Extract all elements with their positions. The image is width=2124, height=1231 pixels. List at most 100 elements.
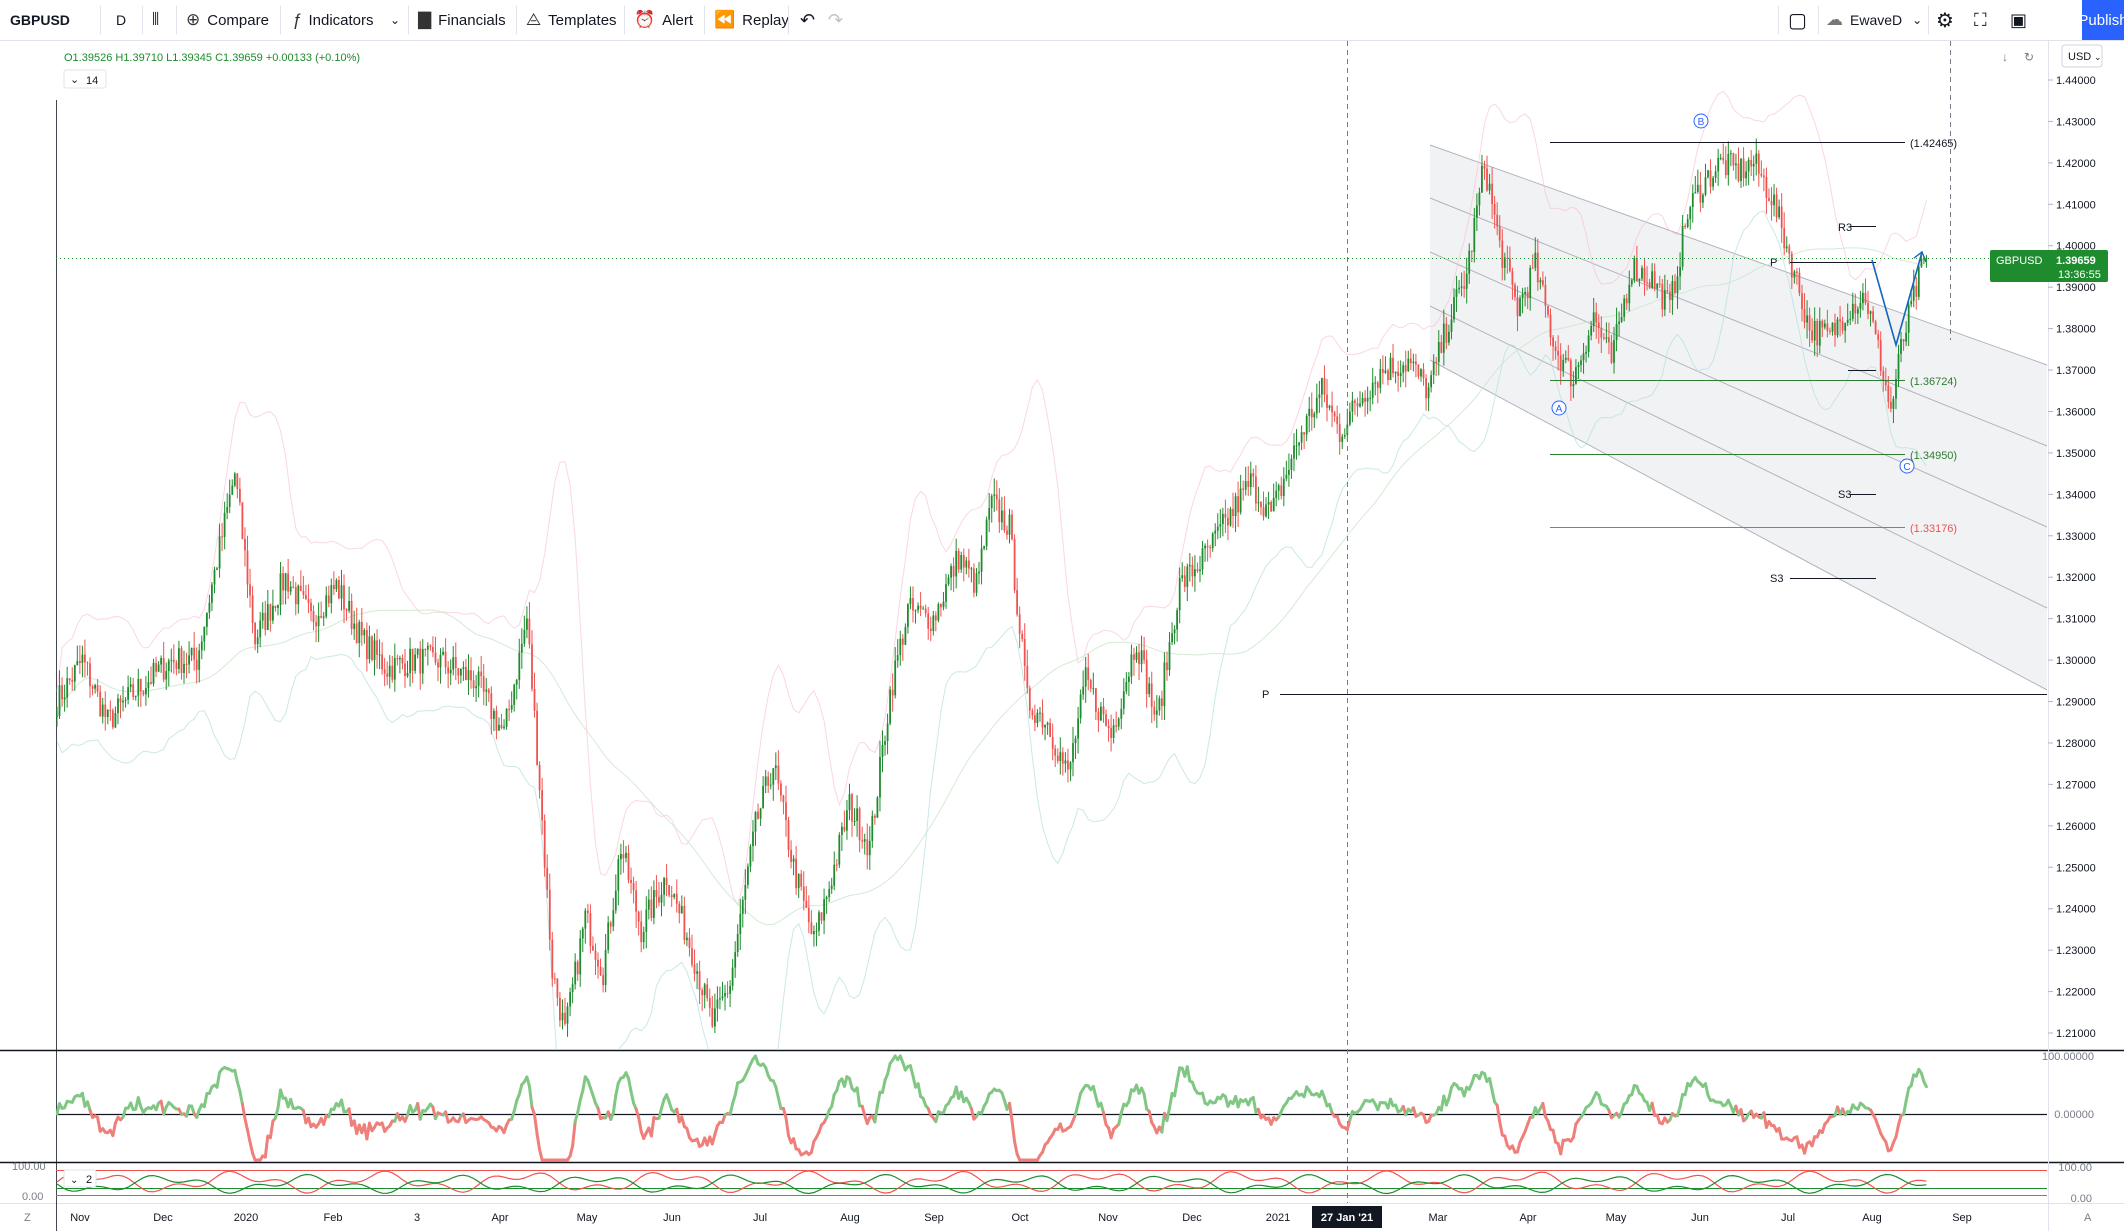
candle-body [1333,412,1336,417]
financials-button[interactable]: ▇ Financials [418,0,506,40]
regression-channel[interactable] [1430,145,2047,690]
candle-body [1897,353,1900,379]
indicators-dropdown[interactable]: ⌄ [390,0,400,40]
candle-body [1341,436,1344,442]
interval-button[interactable]: D [116,0,126,40]
osc2-series-a[interactable] [56,1170,1927,1194]
snapshot-button[interactable]: ▣ [2010,0,2027,40]
candle-body [1018,614,1021,634]
osc1-segment [1185,1065,1192,1083]
symbol-search-button[interactable]: GBPUSD [10,0,70,40]
time-tick-label: May [577,1212,598,1224]
projection-path[interactable] [1871,251,1923,348]
candle-body [376,640,378,655]
osc1-segment [710,1132,717,1146]
fib-levels[interactable]: (1.42465) (1.36724) (1.34950) (1.33176) [1550,138,1957,535]
osc2-series-b[interactable] [56,1173,1927,1195]
osc1-segment [1810,1135,1817,1148]
candle-body [373,640,376,660]
wave-a-marker[interactable] [1551,400,1567,416]
reset-scale-icon[interactable]: ↻ [2024,50,2034,64]
candle-body [119,698,122,703]
bar-chart-icon: ▇ [418,10,432,29]
candle-body [650,899,653,918]
candle-body [1785,246,1788,249]
candle-body [1404,365,1407,372]
time-axis[interactable]: Nov Dec 2020 Feb 3 Apr May Jun Jul Aug Sep Oct Nov De… [70,1212,1972,1224]
indicators-button[interactable]: ƒ Indicators [292,0,374,40]
pivot-levels[interactable]: P R3 P S3 S3 [1262,222,2047,701]
candle-body [574,961,577,985]
templates-button[interactable]: ⨺ Templates [526,0,617,40]
compare-button[interactable]: ⊕ Compare [186,0,269,40]
alert-button[interactable]: ⏰ Alert [634,0,693,40]
candle-body [1663,290,1666,310]
candle-body [980,548,983,572]
candle-body [68,678,71,680]
candle-body [526,618,528,630]
candle-body [1343,435,1346,437]
layout-name-button[interactable]: ☁ EwaveD ⌄ [1826,0,1922,40]
chart-canvas[interactable]: (1.42465) (1.36724) (1.34950) (1.33176) … [0,41,2124,1231]
candle-body [813,931,815,935]
candle-body [1460,286,1463,288]
osc1-colored-series[interactable] [56,1054,1928,1162]
wave-c-marker[interactable] [1899,458,1915,474]
candle-body [411,648,414,671]
candle-body [752,831,754,847]
candle-body [1516,297,1519,317]
candle-body [1841,321,1844,331]
settings-button[interactable]: ⚙ [1936,0,1954,40]
indicator-legend-toggle[interactable] [63,69,107,89]
scroll-down-icon[interactable]: ↓ [2002,50,2008,64]
osc1-segment [1683,1081,1690,1097]
candle-body [218,536,221,569]
osc1-segment [1902,1099,1908,1116]
time-tick-label: Dec [1182,1212,1202,1224]
osc1-segment [784,1116,790,1138]
candle-body [216,568,218,570]
candle-body [1735,163,1737,166]
osc2-pane[interactable] [56,1170,2047,1196]
price-scale[interactable]: 1.44000 1.43000 1.42000 1.41000 1.40000 1.390… [2048,75,2096,1040]
candle-body [1750,159,1753,167]
candle-body [602,975,604,986]
publish-button-label-wrap[interactable]: Publish [2078,0,2124,40]
candle-body [1470,250,1473,252]
candle-body [1422,369,1425,379]
fib-level-label: (1.34950) [1910,450,1957,462]
candle-body [660,894,663,903]
fullscreen-button[interactable]: ⛶ [1974,0,1987,40]
timezone-icon[interactable]: Z [24,1212,31,1224]
candle-body [1890,401,1892,409]
publish-button[interactable] [2082,0,2124,40]
candle-body [1458,287,1460,290]
candle-body [91,686,94,689]
candle-body [1455,289,1458,297]
candle-body [320,616,323,618]
candle-body [1709,170,1712,187]
candle-body [581,928,584,939]
candle-body [965,560,968,568]
candle-body [330,585,333,604]
candle-body [345,609,348,611]
wave-b-marker[interactable] [1693,113,1709,129]
candle-body [1780,206,1783,228]
redo-button[interactable]: ↷ [828,0,843,40]
chart-type-button[interactable]: ⫴ [152,0,166,40]
auto-scale-icon[interactable]: A [2084,1212,2092,1224]
replay-button[interactable]: ⏪ Replay [714,0,789,40]
currency-selector[interactable] [2061,44,2103,68]
candle-body [1577,365,1580,368]
candle-body [1387,370,1389,380]
candle-body [838,835,841,865]
candle-body [1328,405,1331,408]
wave-labels[interactable]: B A C [1551,113,1915,474]
fullscreen-layout-button[interactable]: ▢ [1788,0,1807,40]
candle-body [1595,312,1598,323]
candle-body [1641,267,1643,279]
osc2-legend-toggle[interactable] [63,1169,97,1188]
candles-series[interactable] [56,138,1928,1037]
osc1-segment [243,1117,249,1132]
undo-button[interactable]: ↶ [800,0,815,40]
